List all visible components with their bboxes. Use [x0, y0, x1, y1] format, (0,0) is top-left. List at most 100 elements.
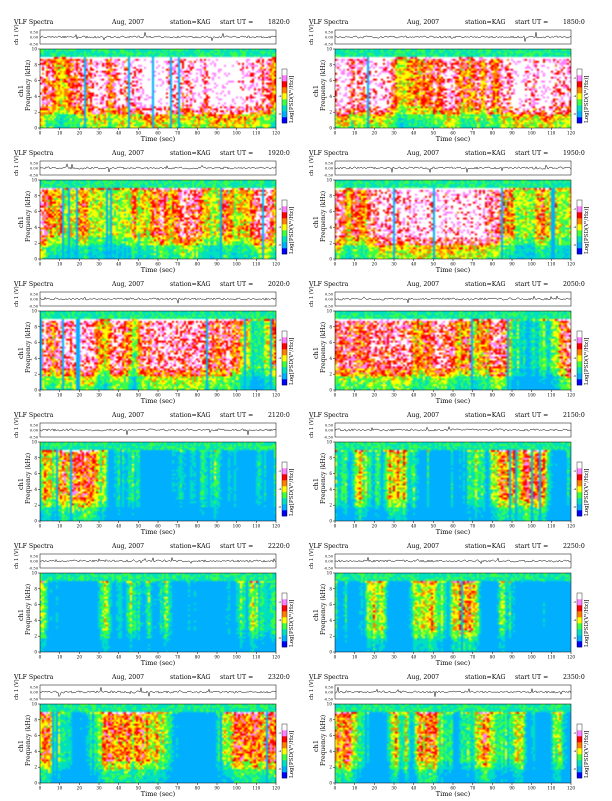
spectrogram-channel-label: ch1	[312, 216, 320, 228]
panel-start-label: start UT =	[220, 674, 253, 681]
panel-title: VLF Spectra	[13, 543, 54, 550]
spectrogram-panel: VLF Spectra Aug, 2007 station=KAG start UT …	[13, 281, 295, 405]
x-tick-label: 80	[490, 131, 496, 136]
x-axis-label: Time (sec)	[141, 135, 176, 143]
panel-station: station=KAG	[170, 19, 211, 26]
colorbar-segment	[282, 760, 287, 767]
panel-date: Aug, 2007	[406, 281, 439, 288]
panel-start-ut: 2150:0	[563, 412, 585, 419]
x-tick-label: 80	[195, 786, 201, 791]
x-tick-label: 70	[470, 524, 476, 529]
panel-date: Aug, 2007	[111, 281, 144, 288]
x-tick-label: 90	[214, 786, 220, 791]
waveform-tick-label: 0.50	[325, 162, 334, 166]
x-tick-label: 0	[39, 262, 42, 267]
y-tick-label: 6	[34, 471, 37, 476]
x-tick-label: 110	[252, 262, 260, 267]
y-tick-label: 4	[329, 225, 332, 230]
x-tick-label: 90	[214, 393, 220, 398]
colorbar-segment	[577, 623, 582, 630]
x-tick-label: 10	[352, 131, 358, 136]
y-tick-label: 0	[34, 650, 37, 655]
colorbar-frame	[576, 723, 583, 779]
colorbar-segment	[577, 331, 582, 338]
colorbar-segment	[282, 599, 287, 606]
x-axis-label: Time (sec)	[141, 397, 176, 405]
y-tick-label: 8	[34, 455, 37, 460]
y-tick-label: 8	[329, 455, 332, 460]
panel-title: VLF Spectra	[308, 412, 349, 419]
spectrogram-ylabel: Frequency (kHz)	[320, 60, 327, 111]
waveform-frame	[39, 553, 277, 569]
x-tick-label: 40	[411, 393, 417, 398]
waveform-ylabel: ch 1 (V)	[13, 417, 20, 438]
colorbar-segment	[282, 635, 287, 642]
x-tick-label: 100	[233, 262, 241, 267]
spectrogram-panel: VLF Spectra Aug, 2007 station=KAG start UT …	[13, 19, 295, 143]
y-tick-label: 8	[329, 324, 332, 329]
colorbar-segment	[577, 224, 582, 231]
x-tick-label: 60	[155, 524, 161, 529]
x-tick-label: 110	[252, 786, 260, 791]
y-tick-label: 6	[329, 340, 332, 345]
x-tick-label: 70	[470, 262, 476, 267]
y-tick-label: 0	[329, 781, 332, 786]
y-tick-label: 10	[327, 178, 333, 183]
colorbar-label: Log[PSD(V²/Hz)]	[583, 600, 590, 647]
x-tick-label: 60	[450, 393, 456, 398]
x-tick-label: 0	[334, 393, 337, 398]
x-tick-label: 120	[567, 393, 575, 398]
x-tick-label: 40	[411, 524, 417, 529]
colorbar-segment	[577, 754, 582, 761]
x-tick-label: 100	[233, 131, 241, 136]
waveform-tick-label: -0.50	[29, 305, 39, 309]
waveform-trace	[39, 428, 277, 435]
colorbar-segment	[577, 766, 582, 773]
colorbar-segment	[577, 343, 582, 350]
x-tick-label: 90	[509, 131, 515, 136]
x-tick-label: 30	[96, 655, 102, 660]
panel-date: Aug, 2007	[406, 543, 439, 550]
spectrogram-image	[335, 442, 571, 521]
x-tick-label: 20	[77, 262, 83, 267]
colorbar-tick-label: -2	[278, 469, 281, 473]
colorbar-tick-label: -4	[278, 94, 281, 98]
x-tick-label: 0	[39, 524, 42, 529]
colorbar-frame	[576, 592, 583, 648]
x-tick-label: 110	[547, 524, 555, 529]
colorbar-segment	[577, 760, 582, 767]
colorbar-segment	[282, 87, 287, 94]
colorbar-segment	[577, 486, 582, 493]
y-tick-label: 2	[329, 634, 332, 639]
colorbar-segment	[282, 379, 287, 386]
y-tick-label: 4	[34, 356, 37, 361]
colorbar-segment	[282, 212, 287, 219]
waveform-tick-label: -0.50	[324, 698, 334, 702]
waveform-tick-label: 0.50	[30, 555, 39, 559]
colorbar-label: Log[PSD(V²/Hz)]	[288, 207, 295, 254]
waveform-ylabel: ch 1 (V)	[308, 155, 315, 176]
colorbar-frame	[576, 330, 583, 386]
x-tick-label: 120	[567, 262, 575, 267]
colorbar-segment	[577, 69, 582, 76]
x-tick-label: 90	[509, 786, 515, 791]
spectrogram-ylabel: Frequency (kHz)	[25, 60, 32, 111]
panel-date: Aug, 2007	[406, 674, 439, 681]
waveform-frame	[334, 684, 572, 700]
colorbar-tick-label: -2	[278, 731, 281, 735]
panel-station: station=KAG	[465, 281, 506, 288]
x-tick-label: 40	[116, 131, 122, 136]
x-tick-label: 70	[175, 131, 181, 136]
panel-start-label: start UT =	[220, 543, 253, 550]
x-tick-label: 110	[252, 393, 260, 398]
colorbar-tick-label: -6	[278, 243, 281, 247]
colorbar-segment	[282, 206, 287, 213]
colorbar-tick-label: -4	[573, 356, 576, 360]
x-tick-label: 100	[528, 131, 536, 136]
y-tick-label: 4	[329, 618, 332, 623]
spectrogram-ylabel: Frequency (kHz)	[25, 322, 32, 373]
y-tick-label: 2	[34, 110, 37, 115]
colorbar-tick-label: -6	[573, 505, 576, 509]
x-tick-label: 60	[155, 655, 161, 660]
colorbar-segment	[282, 593, 287, 600]
